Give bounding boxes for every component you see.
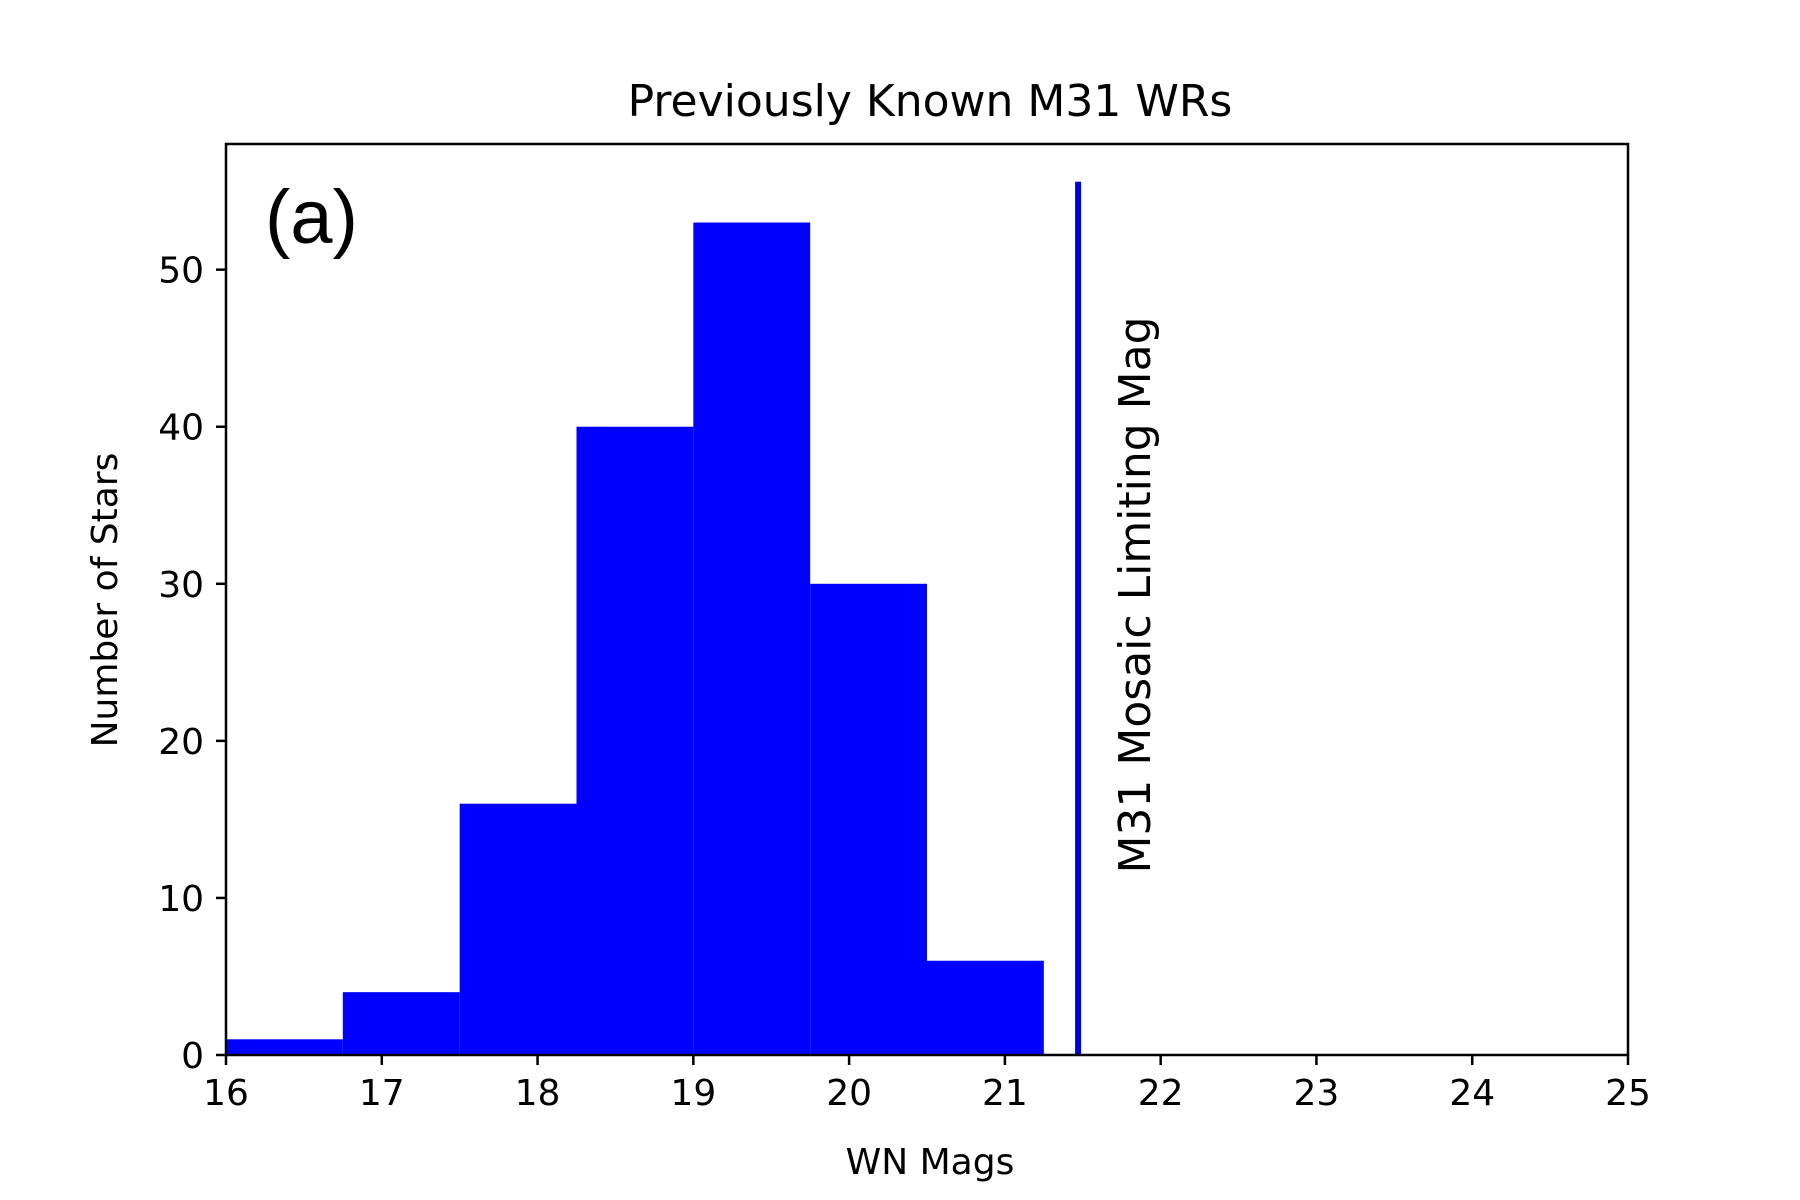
x-tick-label: 24 — [1449, 1073, 1495, 1114]
histogram-bar — [927, 960, 1044, 1055]
x-axis-label: WN Mags — [846, 1142, 1015, 1183]
histogram-bars — [226, 222, 1044, 1056]
x-tick-label: 22 — [1138, 1073, 1184, 1114]
histogram-bar — [226, 1039, 343, 1055]
y-tick-label: 40 — [158, 408, 204, 449]
y-tick-label: 30 — [158, 565, 204, 606]
x-axis-ticks: 16 17 18 19 20 21 22 23 24 25 — [203, 1055, 1651, 1114]
x-tick-label: 17 — [359, 1073, 405, 1114]
y-axis-label: Number of Stars — [85, 453, 126, 748]
x-tick-label: 23 — [1294, 1073, 1340, 1114]
x-tick-label: 25 — [1605, 1073, 1651, 1114]
histogram-bar — [459, 803, 577, 1055]
x-tick-label: 20 — [826, 1073, 872, 1114]
y-tick-label: 50 — [158, 251, 204, 292]
panel-label: (a) — [265, 175, 358, 260]
histogram-bar — [810, 583, 927, 1055]
x-tick-label: 19 — [670, 1073, 716, 1114]
histogram-bar — [342, 992, 460, 1055]
y-tick-label: 20 — [158, 722, 204, 763]
histogram-bar — [693, 222, 811, 1055]
y-axis-ticks: 0 10 20 30 40 50 — [158, 251, 226, 1077]
chart-title: Previously Known M31 WRs — [628, 76, 1233, 127]
limiting-mag-label: M31 Mosaic Limiting Mag — [1110, 316, 1161, 873]
x-tick-label: 16 — [203, 1073, 249, 1114]
plot-frame — [224, 142, 1630, 1057]
histogram-bar — [576, 426, 694, 1056]
x-tick-label: 18 — [515, 1073, 561, 1114]
x-tick-label: 21 — [982, 1073, 1028, 1114]
y-tick-label: 0 — [181, 1036, 204, 1077]
y-tick-label: 10 — [158, 879, 204, 920]
